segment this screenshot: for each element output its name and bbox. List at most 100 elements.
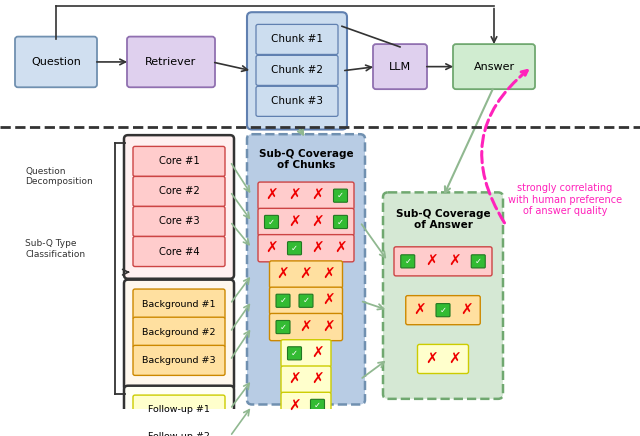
Text: ✗: ✗ <box>276 267 289 282</box>
Text: ✗: ✗ <box>288 399 301 413</box>
Text: Core #2: Core #2 <box>159 187 200 197</box>
Text: ✗: ✗ <box>300 267 312 282</box>
FancyBboxPatch shape <box>124 279 234 390</box>
Text: Chunk #3: Chunk #3 <box>271 96 323 106</box>
Text: ✗: ✗ <box>265 241 278 256</box>
FancyBboxPatch shape <box>264 215 278 228</box>
Text: ✓: ✓ <box>280 323 287 331</box>
FancyBboxPatch shape <box>287 242 301 255</box>
FancyBboxPatch shape <box>247 12 347 129</box>
FancyBboxPatch shape <box>281 366 331 393</box>
Text: ✓: ✓ <box>280 296 287 305</box>
FancyBboxPatch shape <box>269 261 342 288</box>
FancyBboxPatch shape <box>406 296 480 325</box>
Text: ✗: ✗ <box>311 372 324 387</box>
FancyBboxPatch shape <box>133 207 225 236</box>
Text: strongly correlating
with human preference
of answer quality: strongly correlating with human preferen… <box>508 183 622 216</box>
Text: LLM: LLM <box>389 61 411 72</box>
FancyBboxPatch shape <box>133 422 225 436</box>
Text: ✗: ✗ <box>311 215 324 229</box>
Text: ✓: ✓ <box>291 349 298 358</box>
FancyBboxPatch shape <box>127 37 215 87</box>
Text: ✗: ✗ <box>323 293 335 308</box>
FancyBboxPatch shape <box>133 146 225 177</box>
Text: ✗: ✗ <box>425 351 438 367</box>
Text: ✓: ✓ <box>291 244 298 253</box>
Text: ✓: ✓ <box>337 218 344 226</box>
FancyBboxPatch shape <box>256 86 338 116</box>
Text: Core #4: Core #4 <box>159 246 199 256</box>
Text: Background #2: Background #2 <box>142 328 216 337</box>
Text: Core #1: Core #1 <box>159 157 200 167</box>
Text: ✓: ✓ <box>440 306 447 315</box>
Text: Question
Decomposition: Question Decomposition <box>25 167 93 187</box>
Text: ✗: ✗ <box>334 241 347 256</box>
Text: ✗: ✗ <box>265 188 278 203</box>
FancyBboxPatch shape <box>417 344 468 374</box>
FancyBboxPatch shape <box>133 177 225 207</box>
FancyBboxPatch shape <box>373 44 427 89</box>
Text: ✗: ✗ <box>288 188 301 203</box>
Text: ✗: ✗ <box>323 320 335 334</box>
Text: ✗: ✗ <box>449 351 461 367</box>
Text: Answer: Answer <box>474 61 515 72</box>
FancyBboxPatch shape <box>258 235 354 262</box>
Text: Follow-up #1: Follow-up #1 <box>148 405 210 414</box>
FancyBboxPatch shape <box>133 317 225 347</box>
Text: Sub-Q Coverage
of Chunks: Sub-Q Coverage of Chunks <box>259 149 353 170</box>
FancyBboxPatch shape <box>471 255 485 268</box>
Text: Background #1: Background #1 <box>142 300 216 309</box>
Text: ✗: ✗ <box>460 303 473 318</box>
FancyBboxPatch shape <box>453 44 535 89</box>
FancyBboxPatch shape <box>258 182 354 209</box>
Text: ✗: ✗ <box>300 320 312 334</box>
FancyBboxPatch shape <box>281 392 331 419</box>
FancyBboxPatch shape <box>258 208 354 235</box>
Text: ✗: ✗ <box>425 254 438 269</box>
Text: ✓: ✓ <box>314 402 321 410</box>
FancyBboxPatch shape <box>247 134 365 405</box>
Text: Retriever: Retriever <box>145 57 196 67</box>
FancyBboxPatch shape <box>287 347 301 360</box>
FancyBboxPatch shape <box>133 395 225 423</box>
FancyBboxPatch shape <box>133 236 225 266</box>
Text: Follow-up #2: Follow-up #2 <box>148 432 210 436</box>
FancyBboxPatch shape <box>15 37 97 87</box>
FancyBboxPatch shape <box>401 255 415 268</box>
Text: Sub-Q Type
Classification: Sub-Q Type Classification <box>25 239 85 259</box>
FancyBboxPatch shape <box>276 294 290 307</box>
Text: ✓: ✓ <box>303 296 310 305</box>
FancyBboxPatch shape <box>124 135 234 279</box>
Text: ✗: ✗ <box>323 267 335 282</box>
Text: Background #3: Background #3 <box>142 356 216 365</box>
FancyBboxPatch shape <box>133 345 225 375</box>
FancyBboxPatch shape <box>383 192 503 399</box>
Text: ✗: ✗ <box>311 241 324 256</box>
Text: Chunk #1: Chunk #1 <box>271 34 323 44</box>
Text: ✓: ✓ <box>404 257 412 266</box>
Text: ✓: ✓ <box>475 257 482 266</box>
Text: ✗: ✗ <box>288 215 301 229</box>
FancyBboxPatch shape <box>256 55 338 85</box>
Text: ✗: ✗ <box>449 254 461 269</box>
Text: Core #3: Core #3 <box>159 217 199 226</box>
FancyBboxPatch shape <box>310 399 324 412</box>
Text: ✓: ✓ <box>337 191 344 200</box>
FancyBboxPatch shape <box>299 294 313 307</box>
Text: Question: Question <box>31 57 81 67</box>
FancyBboxPatch shape <box>281 340 331 367</box>
Text: ✗: ✗ <box>311 188 324 203</box>
Text: ✗: ✗ <box>288 372 301 387</box>
Text: ✓: ✓ <box>268 218 275 226</box>
Text: ✗: ✗ <box>311 346 324 361</box>
FancyBboxPatch shape <box>124 386 234 436</box>
Text: ✗: ✗ <box>413 303 426 318</box>
FancyBboxPatch shape <box>269 287 342 314</box>
Text: Sub-Q Coverage
of Answer: Sub-Q Coverage of Answer <box>396 209 490 230</box>
FancyBboxPatch shape <box>333 189 348 202</box>
FancyBboxPatch shape <box>436 303 450 317</box>
FancyBboxPatch shape <box>256 24 338 54</box>
FancyBboxPatch shape <box>276 320 290 334</box>
FancyBboxPatch shape <box>394 247 492 276</box>
FancyBboxPatch shape <box>133 289 225 319</box>
